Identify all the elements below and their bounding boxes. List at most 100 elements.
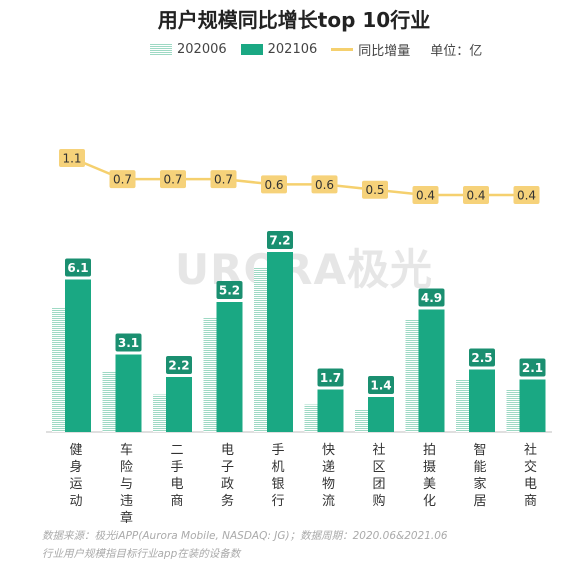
category-label-char: 与 xyxy=(120,477,133,492)
growth-value-label-bg xyxy=(412,186,439,204)
category-label-char: 快 xyxy=(322,443,335,458)
category-label-char: 子 xyxy=(221,460,234,475)
growth-value-label-bg xyxy=(362,180,388,199)
legend-item-202006: 202006 xyxy=(150,42,227,57)
growth-value-label-bg xyxy=(513,186,540,204)
legend-item-202106: 202106 xyxy=(240,42,317,57)
chart-title: 用户规模同比增长top 10行业 xyxy=(157,8,431,32)
growth-value-label: 0.5 xyxy=(365,183,384,197)
category-label-char: 动 xyxy=(69,494,82,509)
category-label-char: 二 xyxy=(170,443,183,458)
bar-202106 xyxy=(469,369,495,432)
bar-value-label-bg xyxy=(317,368,344,387)
category-label-char: 社 xyxy=(524,442,537,458)
legend-item-growth: 同比增量 xyxy=(331,40,410,59)
footer-note: 行业用户规模指目标行业app在装的设备数 xyxy=(42,548,241,560)
legend: 202006 202106 同比增量 单位：亿 xyxy=(150,40,482,59)
bar-value-label-bg xyxy=(368,376,394,394)
bar-202106 xyxy=(418,309,445,432)
growth-value-label: 0.4 xyxy=(517,189,536,203)
bar-202106 xyxy=(216,302,243,432)
category-label-char: 章 xyxy=(120,510,133,526)
category-label-char: 物 xyxy=(322,477,335,492)
category-label-char: 电 xyxy=(221,443,234,458)
category-label-char: 手 xyxy=(170,460,183,475)
bar-value-label-bg xyxy=(267,231,293,249)
bar-value-label: 5.2 xyxy=(219,284,240,298)
growth-value-label-bg xyxy=(109,170,136,189)
legend-label-202006: 202006 xyxy=(177,42,227,57)
category-label-char: 化 xyxy=(423,494,436,509)
legend-swatch-202106 xyxy=(240,44,263,55)
growth-value-label: 0.7 xyxy=(163,173,182,187)
category-label-char: 政 xyxy=(221,477,234,492)
bar-value-label-bg xyxy=(519,358,546,377)
bar-value-label: 7.2 xyxy=(269,234,290,248)
bar-value-label-bg xyxy=(65,258,91,277)
category-label-char: 商 xyxy=(524,494,537,509)
growth-value-label-bg xyxy=(311,175,338,194)
bar-value-label: 2.5 xyxy=(471,351,492,365)
bar-202106 xyxy=(65,279,91,432)
bar-202106 xyxy=(317,389,344,432)
growth-value-label: 0.7 xyxy=(214,173,233,187)
growth-value-label: 0.6 xyxy=(315,178,334,192)
legend-swatch-202006 xyxy=(150,44,172,55)
bar-value-label-bg xyxy=(469,348,495,367)
category-label-char: 电 xyxy=(170,477,183,492)
category-label-char: 社 xyxy=(372,442,385,458)
category-label-char: 手 xyxy=(271,443,284,458)
growth-value-label: 0.4 xyxy=(466,189,485,203)
unit-label: 单位：亿 xyxy=(430,44,483,59)
legend-label-growth: 同比增量 xyxy=(358,44,411,59)
legend-swatch-growth xyxy=(331,48,354,51)
category-label-char: 车 xyxy=(120,442,133,458)
bar-202106 xyxy=(166,377,192,432)
category-label-char: 流 xyxy=(322,494,335,509)
category-label-char: 摄 xyxy=(423,460,436,475)
bar-202106 xyxy=(519,379,546,432)
bar-202106 xyxy=(267,252,293,432)
category-label-char: 递 xyxy=(322,460,335,475)
bar-value-label: 1.7 xyxy=(320,371,341,385)
category-label-char: 行 xyxy=(271,494,284,509)
category-label-char: 商 xyxy=(170,494,183,509)
bar-value-label: 2.1 xyxy=(522,361,543,375)
category-label-char: 险 xyxy=(120,460,133,475)
bar-value-label: 1.4 xyxy=(370,379,391,393)
category-label-char: 区 xyxy=(372,460,385,475)
bar-value-label: 2.2 xyxy=(168,359,189,373)
category-label-char: 拍 xyxy=(423,443,436,458)
category-label-char: 居 xyxy=(473,494,486,509)
category-label-char: 健 xyxy=(69,443,82,458)
growth-value-label-bg xyxy=(463,186,489,204)
category-label-char: 身 xyxy=(69,459,82,475)
growth-line xyxy=(71,156,527,197)
category-label-char: 电 xyxy=(524,477,537,492)
bar-202106 xyxy=(368,397,394,432)
bar-value-label: 4.9 xyxy=(421,291,442,305)
growth-value-label: 0.7 xyxy=(113,173,132,187)
category-label-char: 能 xyxy=(473,460,486,475)
category-label-char: 运 xyxy=(69,477,82,492)
category-label-char: 交 xyxy=(524,459,537,475)
category-label-char: 机 xyxy=(271,460,284,475)
bar-value-label-bg xyxy=(216,281,243,299)
category-label-char: 务 xyxy=(221,493,234,509)
category-label-char: 团 xyxy=(372,477,385,492)
bar-value-label-bg xyxy=(115,333,142,352)
category-label-char: 购 xyxy=(372,493,385,509)
category-label-char: 违 xyxy=(120,494,133,509)
growth-value-label-bg xyxy=(261,175,287,194)
category-label-char: 美 xyxy=(423,477,436,492)
growth-value-label-bg xyxy=(160,170,186,189)
growth-value-label-bg xyxy=(210,170,237,189)
growth-value-label: 1.1 xyxy=(62,152,81,166)
footer-source: 数据来源：极光iAPP(Aurora Mobile, NASDAQ: JG)；数… xyxy=(42,530,448,542)
bar-value-label: 3.1 xyxy=(118,336,139,350)
bar-202106 xyxy=(115,354,142,432)
bar-value-label-bg xyxy=(418,288,445,307)
category-label-char: 家 xyxy=(473,476,486,492)
category-label-char: 智 xyxy=(473,443,486,458)
